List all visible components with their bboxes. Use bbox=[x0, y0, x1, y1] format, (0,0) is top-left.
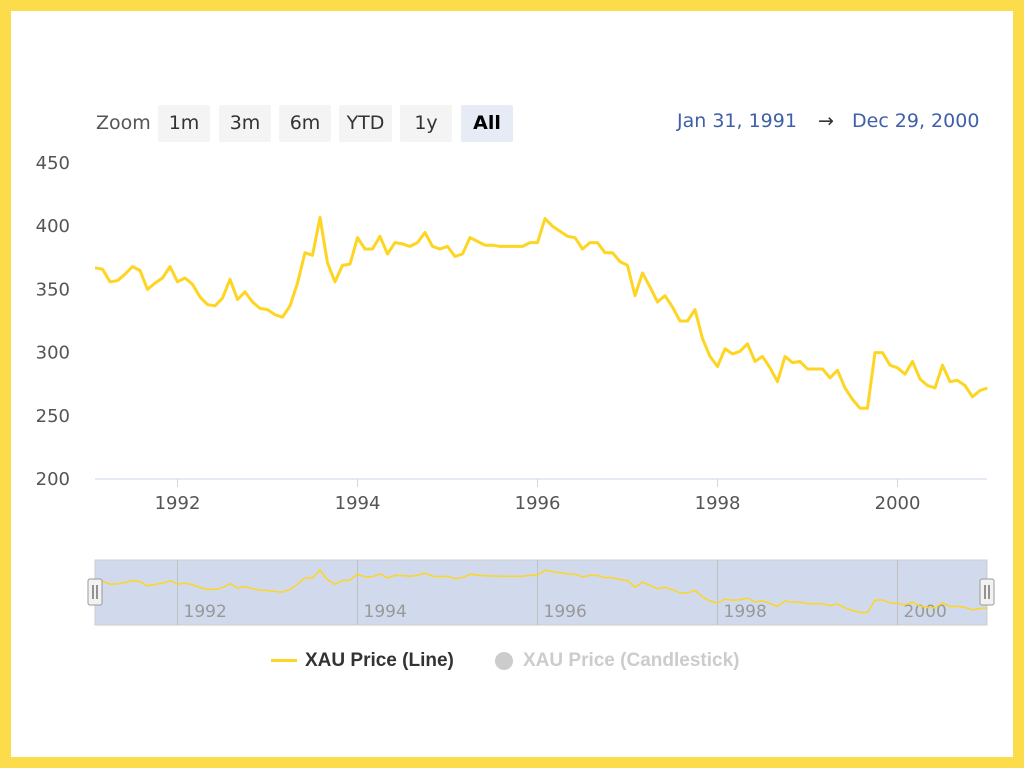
navigator-tick-label: 1998 bbox=[724, 602, 767, 622]
plot-area: 200 250 300 350 400 450 1992 1994 1996 1998 2000 bbox=[36, 153, 988, 514]
legend-line-symbol bbox=[271, 659, 297, 663]
navigator-selection bbox=[94, 559, 988, 626]
x-tick-label: 2000 bbox=[875, 493, 921, 514]
navigator-left-handle[interactable] bbox=[87, 578, 103, 606]
legend-item-candlestick[interactable]: XAU Price (Candlestick) bbox=[495, 650, 739, 672]
navigator-series-line bbox=[94, 568, 988, 614]
x-tick-label: 1996 bbox=[515, 493, 561, 514]
y-tick-label: 400 bbox=[36, 216, 70, 237]
y-tick-label: 450 bbox=[36, 153, 70, 174]
series-line-xau bbox=[94, 215, 988, 410]
navigator-right-handle[interactable] bbox=[979, 578, 995, 606]
zoom-1y-button[interactable]: 1y bbox=[400, 105, 452, 142]
y-tick-label: 250 bbox=[36, 406, 70, 427]
y-tick-label: 350 bbox=[36, 279, 70, 300]
zoom-ytd-button[interactable]: YTD bbox=[339, 105, 392, 142]
y-tick-label: 300 bbox=[36, 343, 70, 364]
x-tick-label: 1998 bbox=[695, 493, 741, 514]
handle-grip bbox=[979, 578, 995, 606]
legend-label-line: XAU Price (Line) bbox=[305, 650, 454, 671]
zoom-1m-button[interactable]: 1m bbox=[158, 105, 210, 142]
navigator-tick-label: 1992 bbox=[184, 602, 227, 622]
zoom-6m-button[interactable]: 6m bbox=[279, 105, 331, 142]
navigator[interactable]: 1992 1994 1996 1998 2000 bbox=[87, 559, 995, 626]
x-tick-label: 1994 bbox=[335, 493, 381, 514]
zoom-3m-button[interactable]: 3m bbox=[219, 105, 271, 142]
y-tick-label: 200 bbox=[36, 469, 70, 490]
zoom-all-button[interactable]: All bbox=[461, 105, 513, 142]
x-tick-label: 1992 bbox=[155, 493, 201, 514]
handle-grip bbox=[87, 578, 103, 606]
navigator-tick-label: 1996 bbox=[544, 602, 587, 622]
range-arrow: → bbox=[818, 110, 834, 132]
legend-item-line[interactable]: XAU Price (Line) bbox=[271, 650, 454, 672]
range-from-input[interactable]: Jan 31, 1991 bbox=[677, 110, 797, 132]
legend-label-candlestick: XAU Price (Candlestick) bbox=[523, 650, 740, 671]
navigator-tick-label: 1994 bbox=[364, 602, 407, 622]
legend-circle-symbol bbox=[495, 651, 513, 670]
range-to-input[interactable]: Dec 29, 2000 bbox=[852, 110, 980, 132]
zoom-label: Zoom bbox=[96, 112, 151, 134]
